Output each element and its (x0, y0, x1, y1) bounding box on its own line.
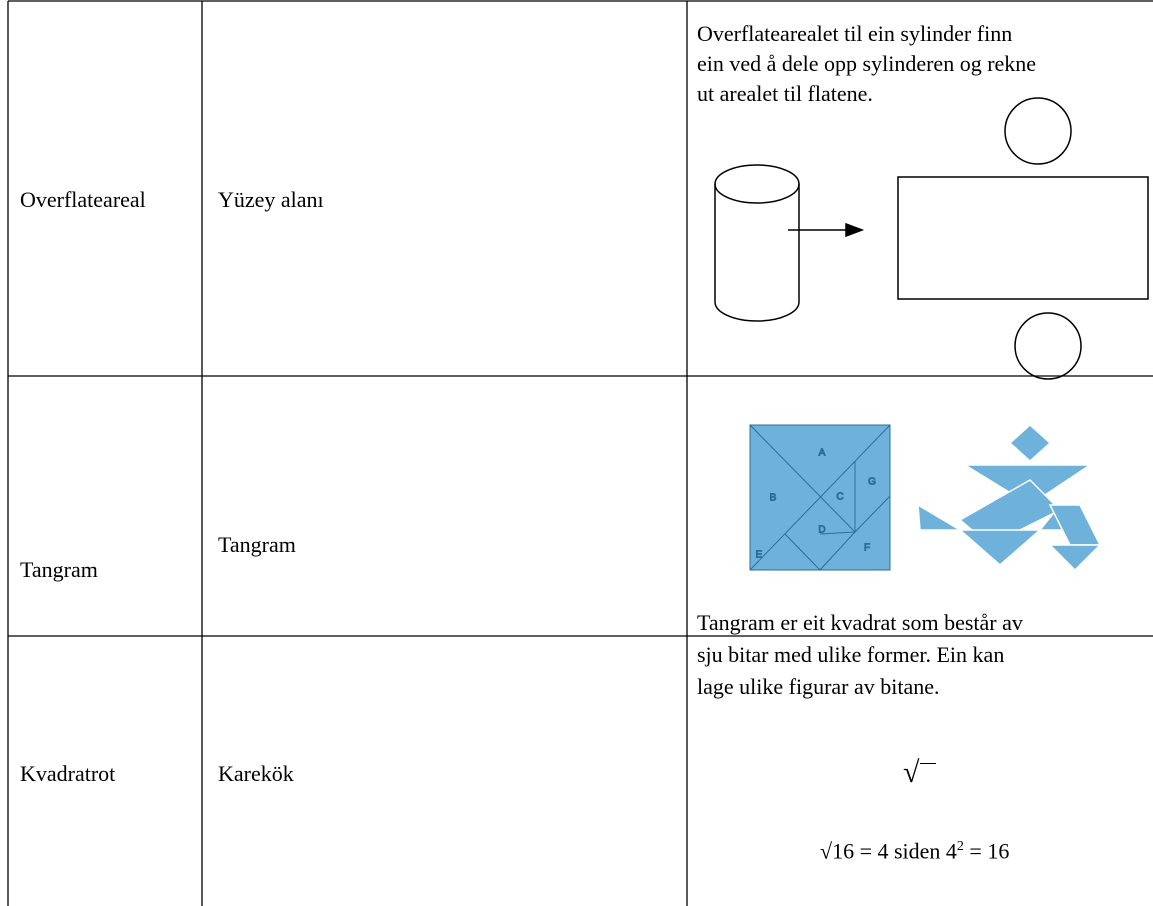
term: Overflateareal (20, 187, 146, 212)
root-bar (920, 763, 936, 764)
piece-label: F (864, 543, 870, 554)
explanation-line: Tangram er eit kvadrat som består av (697, 610, 1023, 635)
explanation-line: ut arealet til flatene. (697, 81, 873, 106)
explanation-line: ein ved å dele opp sylinderen og rekne (697, 51, 1037, 76)
formula-tail: = 16 (963, 838, 1010, 864)
term: Kvadratrot (20, 761, 116, 786)
term: Tangram (20, 557, 98, 582)
piece-label: G (868, 477, 876, 488)
cylinder-diagram (714, 97, 1149, 380)
root-symbol: √ (903, 756, 920, 789)
piece-label: D (818, 525, 825, 536)
explanation-line: lage ulike figurar av bitane. (697, 674, 940, 699)
explanation-line: Overflatearealet til ein sylinder finn (697, 21, 1013, 46)
piece-label: C (836, 492, 843, 503)
formula: √16 = 4 siden 42 = 16 (820, 832, 1009, 866)
translation: Yüzey alanı (218, 187, 324, 212)
piece-label: B (770, 493, 777, 504)
explanation-line: sju bitar med ulike former. Ein kan (697, 642, 1005, 667)
piece-label: A (819, 448, 826, 459)
translation: Tangram (218, 532, 296, 557)
tangram-image: A B C D E F G (749, 423, 1102, 572)
formula-exponent: 2 (956, 839, 964, 854)
formula-main: √16 = 4 siden 4 (820, 838, 957, 864)
translation: Karekök (218, 761, 294, 786)
piece-label: E (756, 550, 763, 561)
